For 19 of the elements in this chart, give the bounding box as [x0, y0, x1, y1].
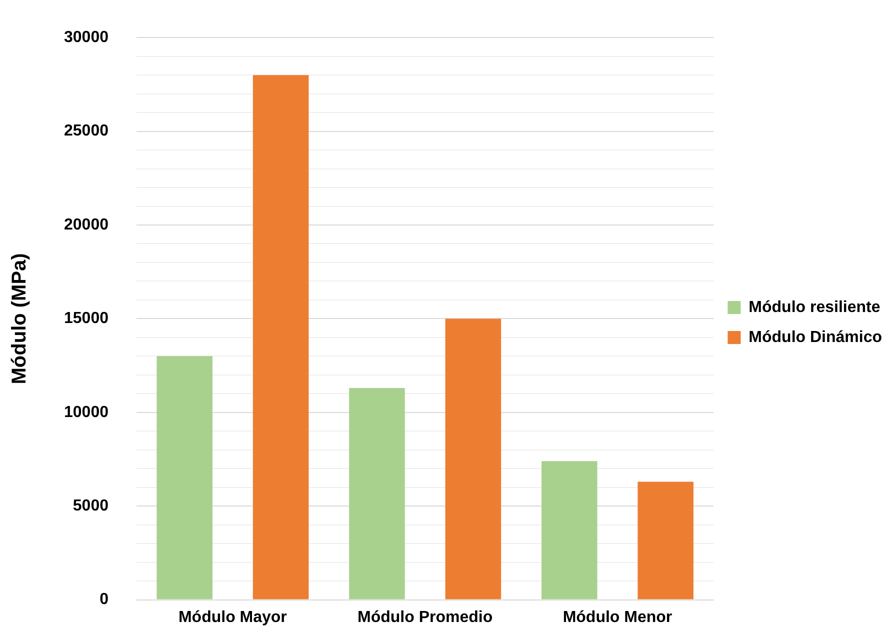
- bar: [445, 318, 502, 600]
- y-tick-label: 10000: [64, 404, 109, 421]
- y-tick-label: 30000: [64, 29, 109, 46]
- y-tick-label: 0: [100, 591, 109, 608]
- x-tick-label: Módulo Mayor: [178, 608, 287, 626]
- bar: [638, 482, 694, 600]
- y-tick-label: 5000: [72, 498, 109, 515]
- bar: [252, 75, 309, 600]
- y-tick-label: 25000: [64, 122, 109, 140]
- legend-label: Módulo resiliente: [748, 298, 880, 316]
- y-tick-label: 20000: [64, 216, 109, 234]
- legend-label: Módulo Dinámico: [748, 328, 882, 346]
- bar: [156, 356, 212, 600]
- bar: [349, 388, 405, 600]
- bar: [541, 461, 598, 600]
- x-tick-label: Módulo Promedio: [358, 608, 493, 626]
- y-tick-label: 15000: [64, 310, 109, 328]
- y-axis-title: Módulo (MPa): [8, 253, 31, 384]
- x-tick-label: Módulo Menor: [562, 608, 672, 626]
